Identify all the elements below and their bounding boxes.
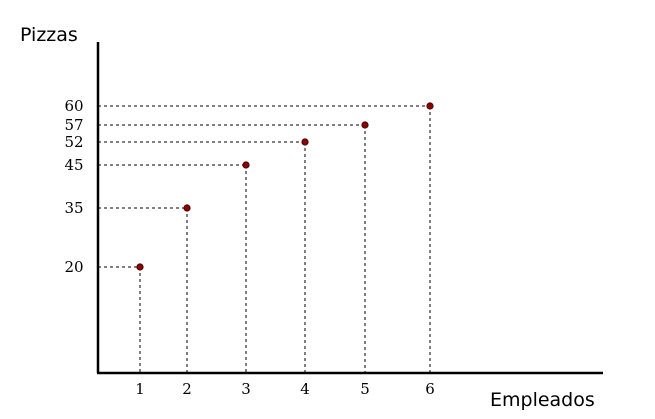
data-point [301, 138, 309, 146]
axes-group [96, 42, 603, 375]
tick-labels-group: 1 20 2 35 3 45 4 52 5 57 6 60 [64, 97, 434, 398]
guide-lines-group [98, 105, 431, 373]
y-tick-label: 35 [64, 199, 83, 217]
data-point [183, 204, 191, 212]
data-point [426, 102, 434, 110]
x-tick-label: 1 [135, 380, 145, 398]
x-tick-label: 3 [241, 380, 251, 398]
data-point [242, 161, 250, 169]
x-tick-label: 5 [360, 380, 370, 398]
x-axis-title: Empleados [490, 389, 595, 411]
x-tick-label: 4 [300, 380, 310, 398]
data-point [136, 263, 144, 271]
data-points-group [136, 102, 434, 271]
data-point [361, 121, 369, 129]
y-tick-label: 45 [64, 156, 83, 174]
y-tick-label: 20 [64, 258, 83, 276]
y-tick-label: 60 [64, 97, 83, 115]
y-axis-title: Pizzas [20, 24, 78, 46]
x-tick-label: 2 [182, 380, 192, 398]
y-tick-label: 52 [64, 133, 83, 151]
y-tick-label: 57 [64, 116, 83, 134]
x-tick-label: 6 [425, 380, 435, 398]
